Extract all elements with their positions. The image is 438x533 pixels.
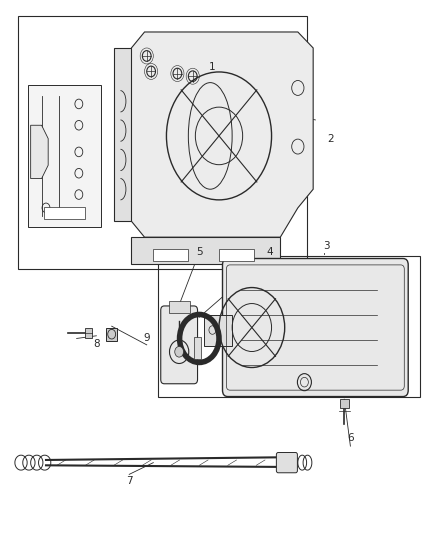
Text: 9: 9 bbox=[143, 334, 150, 343]
Text: 4: 4 bbox=[266, 247, 273, 256]
Bar bbox=[28, 85, 101, 227]
Polygon shape bbox=[131, 237, 280, 264]
Polygon shape bbox=[114, 48, 131, 221]
Text: 7: 7 bbox=[126, 476, 133, 486]
Bar bbox=[18, 16, 307, 269]
FancyBboxPatch shape bbox=[223, 259, 408, 397]
Text: 2: 2 bbox=[327, 134, 334, 143]
Polygon shape bbox=[31, 125, 48, 179]
Polygon shape bbox=[131, 32, 313, 237]
Bar bbox=[340, 399, 349, 408]
Bar bbox=[85, 328, 92, 338]
FancyBboxPatch shape bbox=[276, 453, 297, 473]
Text: 6: 6 bbox=[347, 433, 354, 443]
Bar bbox=[44, 207, 85, 219]
Bar bbox=[106, 328, 117, 341]
FancyBboxPatch shape bbox=[161, 306, 198, 384]
Bar bbox=[169, 301, 190, 313]
Bar bbox=[194, 337, 201, 359]
Bar bbox=[219, 249, 254, 261]
Bar bbox=[153, 249, 188, 261]
Text: 8: 8 bbox=[93, 339, 100, 349]
Bar bbox=[204, 315, 232, 346]
Text: 3: 3 bbox=[323, 241, 330, 251]
Text: 5: 5 bbox=[196, 247, 203, 256]
Bar bbox=[158, 256, 420, 397]
Text: 1: 1 bbox=[209, 62, 216, 71]
Circle shape bbox=[175, 346, 184, 357]
